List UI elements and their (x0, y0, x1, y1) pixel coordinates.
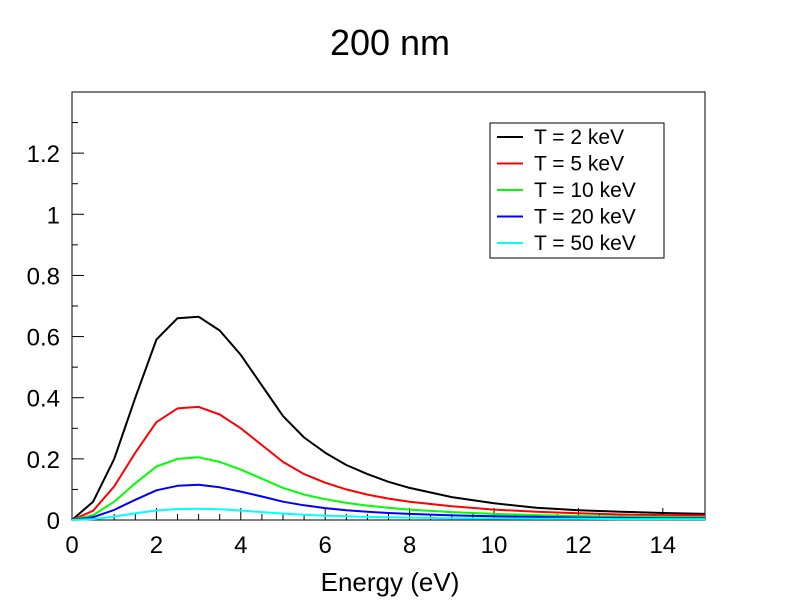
legend-label: T = 2 keV (534, 126, 624, 149)
y-tick-label: 1 (47, 202, 60, 229)
x-tick-label: 2 (150, 532, 163, 559)
series-line-3 (71, 456, 706, 521)
series-line-2 (71, 405, 706, 521)
y-tick-label: 0.8 (27, 263, 60, 290)
x-tick-label: 0 (65, 532, 78, 559)
series-line-1 (71, 315, 706, 521)
y-tick-label: 0.2 (27, 447, 60, 474)
x-tick-label: 4 (234, 532, 247, 559)
y-tick-label: 1.2 (27, 141, 60, 168)
x-tick-label: 14 (649, 532, 676, 559)
x-axis-label: Energy (eV) (321, 567, 460, 597)
y-tick-label: 0.6 (27, 325, 60, 352)
legend-label: T = 20 keV (534, 206, 636, 229)
x-tick-label: 8 (403, 532, 416, 559)
series-line-4 (71, 483, 705, 521)
x-tick-label: 6 (319, 532, 332, 559)
y-tick-label: 0 (47, 508, 60, 535)
x-tick-label: 12 (565, 532, 592, 559)
legend: T = 2 keV T = 5 keV T = 10 keV T = 20 keV T … (489, 122, 665, 259)
chart-title: 200 nm (330, 22, 450, 63)
y-tick-label: 0.4 (27, 386, 60, 413)
legend-label: T = 50 keV (534, 232, 636, 255)
legend-label: T = 10 keV (534, 179, 636, 202)
legend-label: T = 5 keV (534, 153, 624, 176)
series-lines (71, 315, 706, 521)
axes: 0 2 4 6 8 10 12 14 0 0.2 0.4 0.6 0.8 1 1.2 (27, 122, 706, 559)
series-line-5 (71, 507, 705, 521)
x-tick-label: 10 (481, 532, 508, 559)
